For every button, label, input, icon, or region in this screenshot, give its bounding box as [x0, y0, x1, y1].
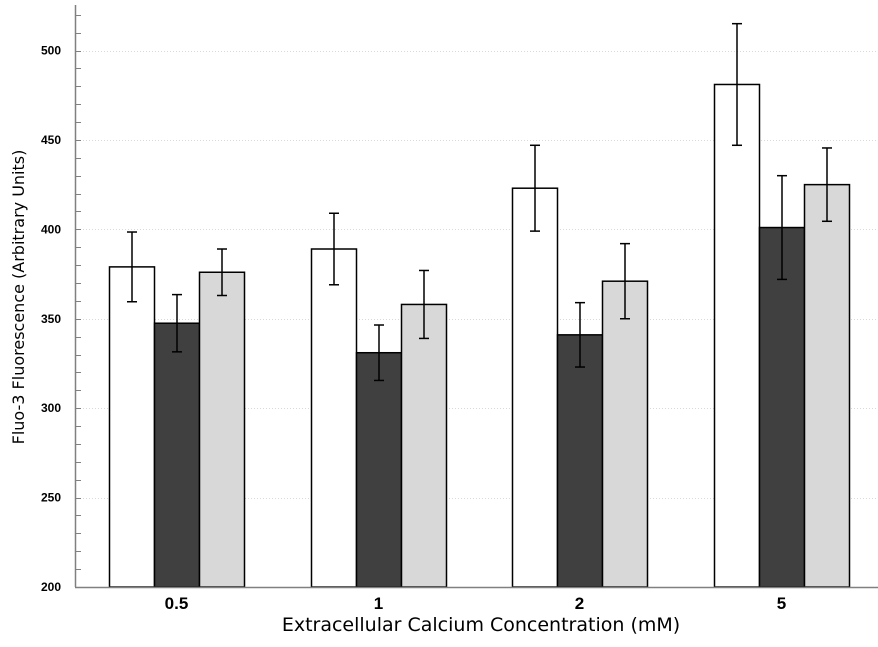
- y-tick-label: 200: [41, 580, 61, 594]
- y-tick-label: 250: [41, 491, 61, 505]
- x-tick-label: 2: [575, 594, 584, 613]
- y-tick-label: 350: [41, 312, 61, 326]
- y-tick-labels: 200 250 300 350 400 450 500: [41, 44, 61, 595]
- y-axis-title: Fluo-3 Fluorescence (Arbitrary Units): [9, 150, 28, 445]
- bar: [758, 226, 806, 588]
- bar: [355, 351, 403, 588]
- x-tick-label: 5: [777, 594, 786, 613]
- bar: [400, 303, 448, 588]
- y-tick-label: 300: [41, 401, 61, 415]
- error-bars: [127, 22, 832, 382]
- bar: [803, 183, 851, 588]
- x-tick-label: 0.5: [165, 594, 189, 613]
- y-tick-label: 450: [41, 133, 61, 147]
- x-axis-title: Extracellular Calcium Concentration (mM): [282, 614, 680, 636]
- bar: [556, 334, 604, 588]
- bar: [713, 83, 761, 588]
- bars: [108, 83, 851, 588]
- bar: [511, 187, 559, 588]
- bar: [108, 266, 156, 588]
- bar: [310, 248, 358, 588]
- bar: [153, 322, 201, 588]
- x-tick-labels: 0.5 1 2 5: [165, 594, 787, 613]
- x-tick-label: 1: [374, 594, 383, 613]
- y-tick-label: 500: [41, 44, 61, 58]
- bar: [198, 271, 246, 588]
- bar: [601, 280, 649, 588]
- axes: [74, 5, 878, 589]
- y-tick-label: 400: [41, 222, 61, 236]
